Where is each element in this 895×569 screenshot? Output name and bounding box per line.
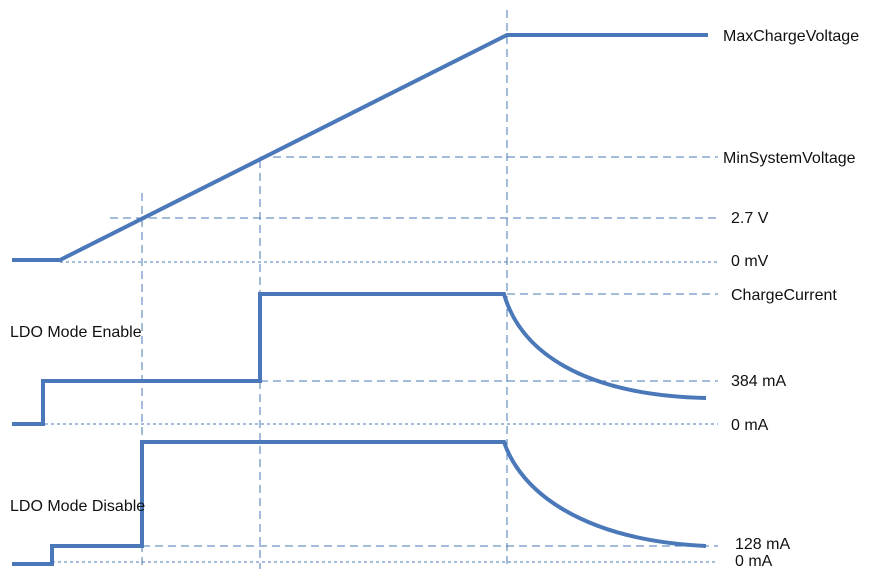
label-384ma: 384 mA xyxy=(731,373,786,390)
label-0ma-enable: 0 mA xyxy=(731,417,769,434)
label-0mv: 0 mV xyxy=(731,253,769,270)
label-2-7v: 2.7 V xyxy=(731,210,769,227)
ldo-enable-current-waveform xyxy=(12,292,707,426)
label-max-charge-voltage: MaxChargeVoltage xyxy=(723,28,859,45)
label-ldo-mode-enable: LDO Mode Enable xyxy=(10,324,142,341)
label-min-system-voltage: MinSystemVoltage xyxy=(723,150,856,167)
label-128ma: 128 mA xyxy=(735,536,790,553)
ldo-disable-current-waveform xyxy=(12,440,707,566)
label-ldo-mode-disable: LDO Mode Disable xyxy=(10,498,145,515)
battery-voltage-waveform xyxy=(12,33,708,262)
label-charge-current: ChargeCurrent xyxy=(731,287,837,304)
label-0ma-disable: 0 mA xyxy=(735,553,773,569)
